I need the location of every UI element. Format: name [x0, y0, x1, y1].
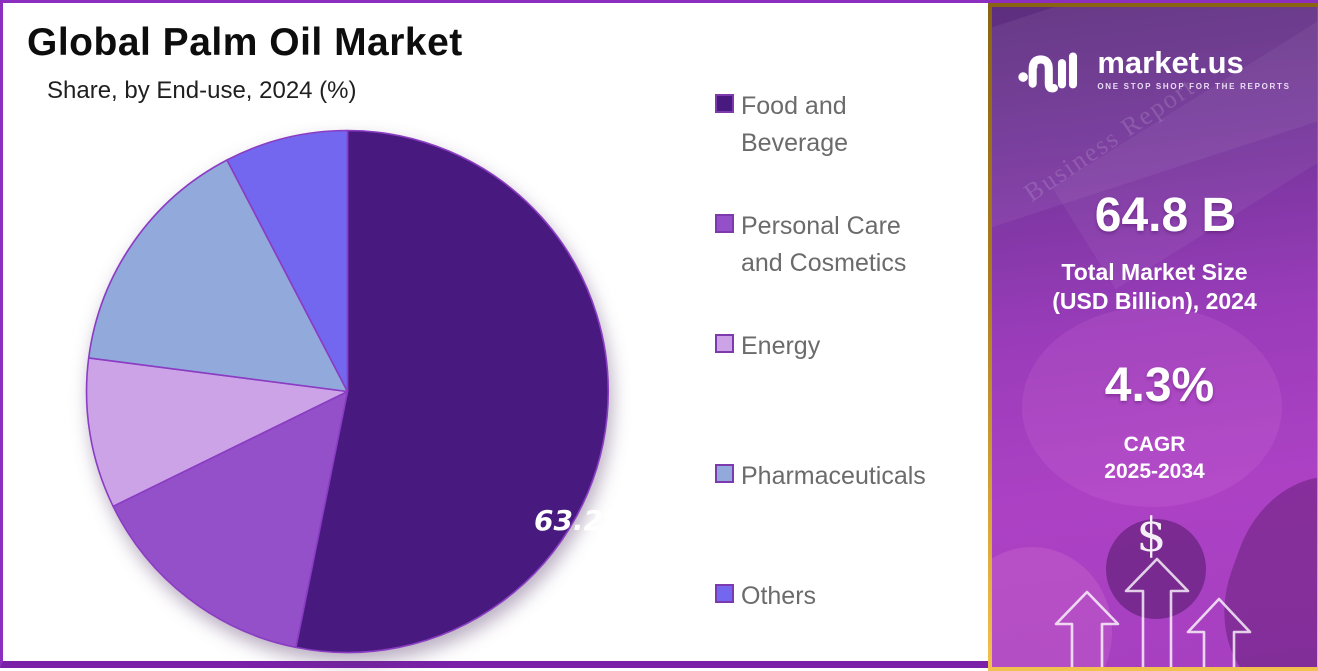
pie-chart [85, 129, 609, 654]
legend-swatch-personal-care-and-cosmetics [715, 214, 734, 233]
legend-swatch-others [715, 584, 734, 603]
brand-panel-background: Business Report market.us ONE ST [992, 7, 1317, 667]
stat-market-size: 64.8 B Total Market Size (USD Billion), … [992, 191, 1317, 316]
brand-name: market.us [1097, 45, 1244, 80]
pie-slice-food-and-beverage[interactable] [295, 129, 609, 654]
cagr-value: 4.3% [1104, 359, 1215, 412]
legend-item-food-and-beverage[interactable]: Food and Beverage [715, 88, 975, 162]
pie-slice-pharmaceuticals[interactable] [87, 159, 349, 393]
legend-item-energy[interactable]: Energy [715, 328, 975, 365]
legend-label: Beverage [741, 129, 849, 157]
cagr-period: 2025-2034 [1104, 460, 1205, 483]
legend-item-others[interactable]: Others [715, 578, 975, 615]
page-subtitle: Share, by End-use, 2024 (%) [47, 77, 357, 104]
legend-label: and Cosmetics [741, 249, 907, 277]
brand-panel: Business Report market.us ONE ST [988, 3, 1318, 671]
pie-slice-energy[interactable] [85, 357, 349, 508]
legend-label: Pharmaceuticals [741, 462, 926, 490]
legend-label: Energy [741, 332, 821, 360]
legend-item-pharmaceuticals[interactable]: Pharmaceuticals [715, 458, 975, 495]
market-size-label: Total Market Size [1061, 259, 1248, 285]
cagr-label: CAGR [1123, 433, 1186, 456]
pie-slice-others[interactable] [226, 129, 349, 393]
legend-swatch-food-and-beverage [715, 94, 734, 113]
dollar-icon: $ [1136, 508, 1167, 563]
brand-logo: market.us ONE STOP SHOP FOR THE REPORTS [992, 41, 1317, 97]
legend-label: Others [741, 582, 817, 610]
market-size-value: 64.8 B [1094, 189, 1237, 242]
legend-swatch-pharmaceuticals [715, 464, 734, 483]
growth-arrows-icon [1054, 557, 1252, 667]
legend-item-personal-care-and-cosmetics[interactable]: Personal Care and Cosmetics [715, 208, 975, 282]
pie-slice-personal-care-and-cosmetics[interactable] [112, 390, 349, 649]
stat-cagr: 4.3% CAGR 2025-2034 [992, 361, 1317, 485]
legend-label: Personal Care [741, 212, 901, 240]
market-us-logo-icon [1018, 52, 1078, 93]
pie-slice-value-label: 63.2% [534, 504, 632, 537]
market-size-label: (USD Billion), 2024 [1052, 288, 1257, 314]
page-title: Global Palm Oil Market [27, 21, 463, 64]
chart-legend: Food and Beverage Personal Care and Cosm… [715, 88, 975, 615]
legend-label: Food and [741, 92, 847, 120]
legend-swatch-energy [715, 334, 734, 353]
brand-tagline: ONE STOP SHOP FOR THE REPORTS [1097, 82, 1291, 91]
